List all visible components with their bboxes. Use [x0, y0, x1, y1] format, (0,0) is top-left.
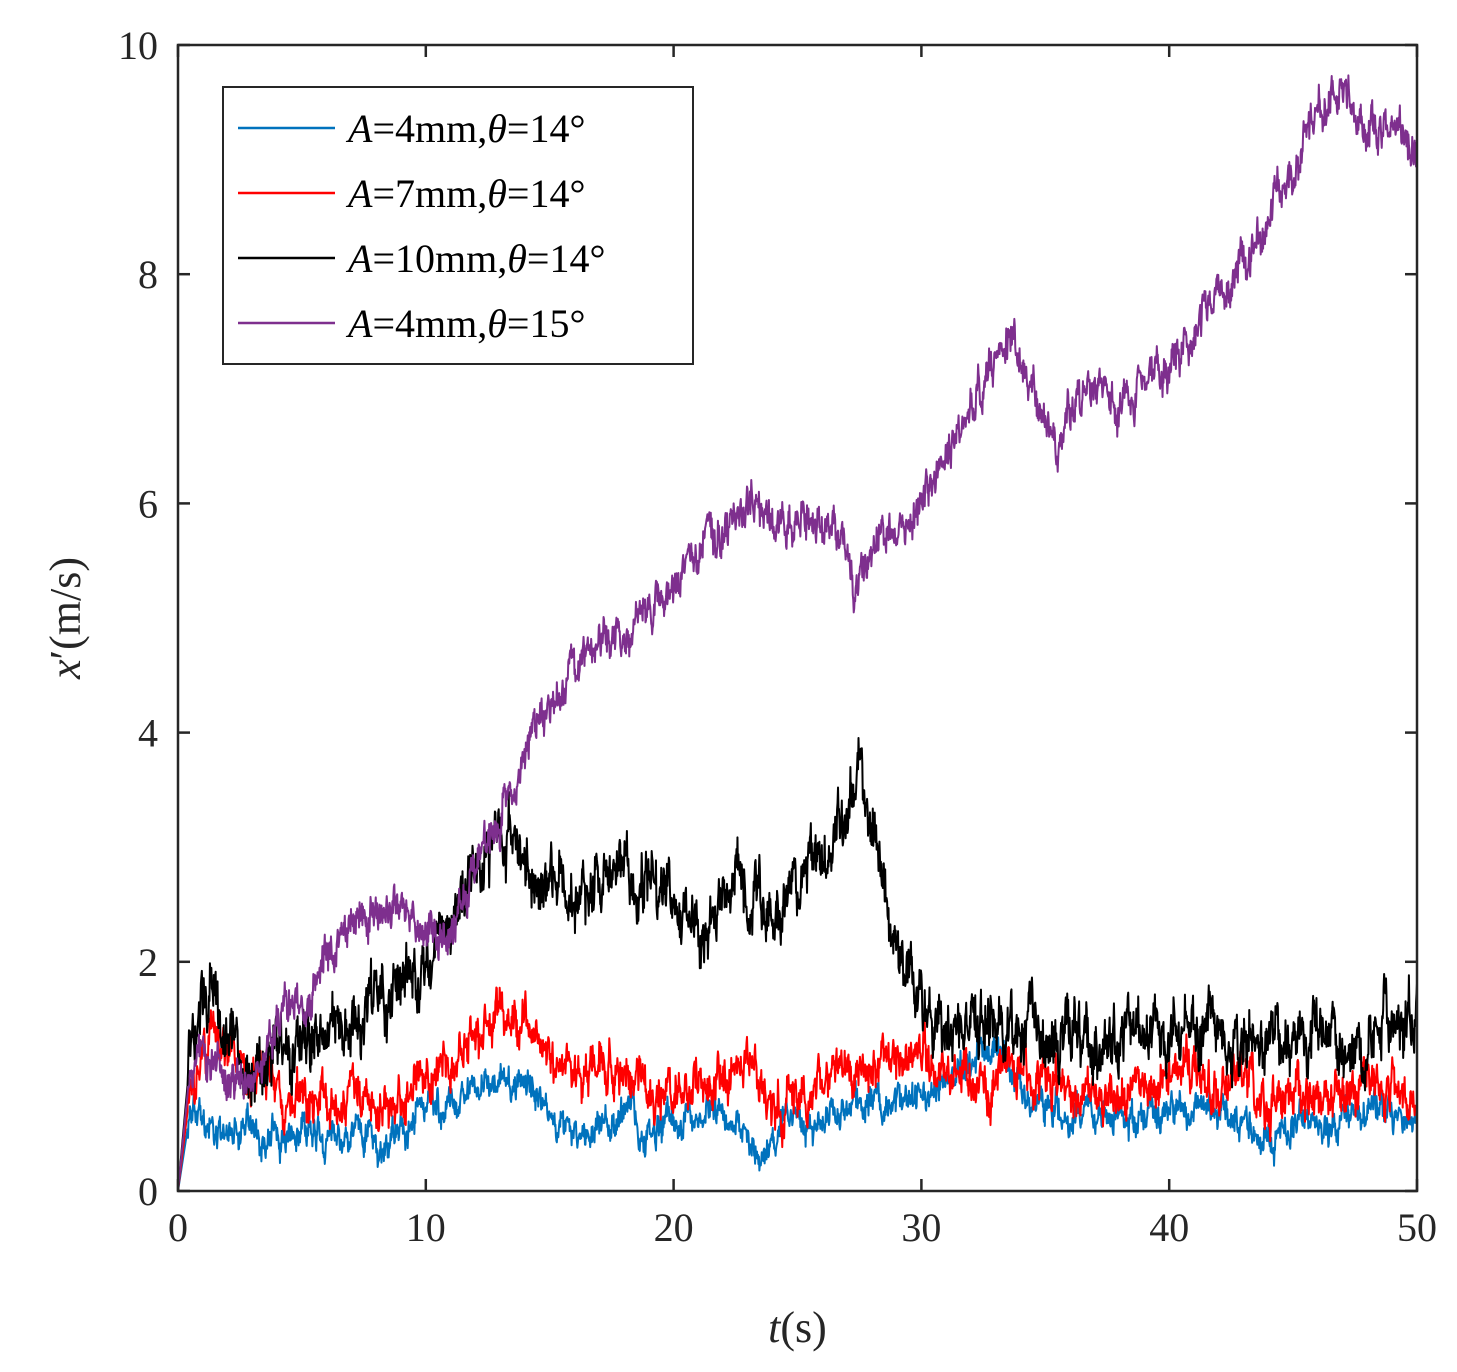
y-tick-label: 2	[138, 940, 158, 985]
x-axis-label: t(s)	[768, 1303, 827, 1352]
legend-box	[222, 86, 694, 365]
legend-text-part: =14°	[527, 236, 606, 281]
y-tick-label: 4	[138, 711, 158, 756]
series-line	[177, 74, 1418, 1192]
legend-label: A=4mm,θ=14°	[345, 106, 585, 151]
series-line	[177, 986, 1418, 1192]
x-tick-label: 40	[1149, 1205, 1189, 1250]
legend-variable: θ	[487, 171, 507, 216]
legend-label: A=10mm,θ=14°	[345, 236, 605, 281]
legend-variable: A	[345, 106, 373, 151]
y-tick-label: 8	[138, 252, 158, 297]
y-axis-prime: ′	[41, 650, 90, 660]
y-tick-label: 0	[138, 1169, 158, 1214]
legend-text-part: =10mm,	[372, 236, 507, 281]
series-line	[177, 736, 1418, 1192]
ticks-layer: 0 10 20 30 40 50 0 2 4 6 8 10	[118, 23, 1437, 1250]
legend-text-part: =14°	[507, 171, 586, 216]
legend-label: A=4mm,θ=15°	[345, 301, 585, 346]
y-axis-variable: x	[41, 659, 90, 680]
legend-text-part: =7mm,	[372, 171, 487, 216]
legend-variable: θ	[507, 236, 527, 281]
legend-text-part: =14°	[507, 106, 586, 151]
legend-text-part: =4mm,	[372, 301, 487, 346]
legend-variable: A	[345, 236, 373, 281]
legend: A=4mm,θ=14°A=7mm,θ=14°A=10mm,θ=14°A=4mm,…	[222, 86, 694, 365]
legend-variable: θ	[487, 106, 507, 151]
y-tick-label: 6	[138, 481, 158, 526]
x-tick-label: 30	[901, 1205, 941, 1250]
legend-variable: A	[345, 171, 373, 216]
x-tick-label: 0	[168, 1205, 188, 1250]
axes-box	[176, 43, 1419, 1193]
x-tick-label: 20	[654, 1205, 694, 1250]
x-tick-label: 50	[1397, 1205, 1437, 1250]
series-layer	[177, 74, 1418, 1192]
y-tick-label: 10	[118, 23, 158, 68]
legend-label: A=7mm,θ=14°	[345, 171, 585, 216]
legend-text-part: =15°	[507, 301, 586, 346]
y-axis-label: x′(m/s)	[41, 557, 90, 680]
legend-variable: A	[345, 301, 373, 346]
x-axis-unit: (s)	[780, 1303, 826, 1352]
x-tick-label: 10	[406, 1205, 446, 1250]
y-axis-unit: (m/s)	[41, 557, 90, 650]
legend-text-part: =4mm,	[372, 106, 487, 151]
legend-variable: θ	[487, 301, 507, 346]
x-axis-variable: t	[768, 1303, 782, 1352]
